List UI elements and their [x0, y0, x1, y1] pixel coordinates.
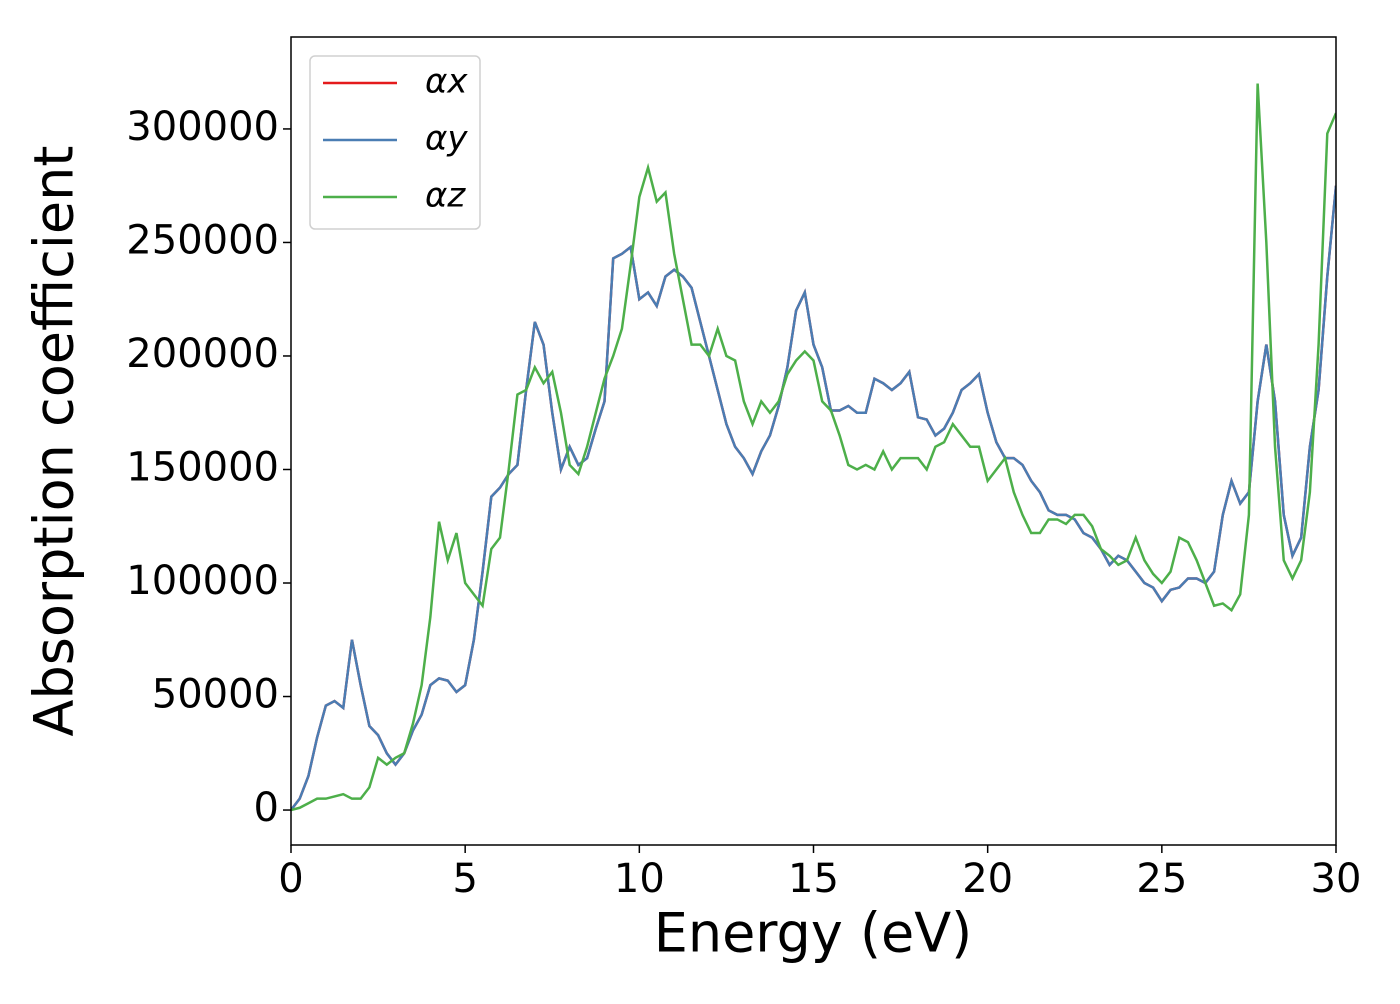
y-tick-label: 100000 — [126, 558, 279, 604]
legend-label: αx — [425, 62, 468, 102]
plot-frame — [290, 36, 1337, 846]
y-axis-label: Absorption coefficient — [23, 146, 86, 737]
x-tick-label: 10 — [614, 856, 665, 902]
x-tick-label: 15 — [788, 856, 839, 902]
legend-box — [309, 55, 481, 230]
data-line — [291, 83, 1336, 812]
legend-label: αy — [425, 119, 468, 159]
x-tick-label: 5 — [452, 856, 477, 902]
x-axis-label: Energy (eV) — [654, 902, 973, 965]
x-tick-label: 25 — [1136, 856, 1187, 902]
y-tick-label: 50000 — [152, 672, 279, 718]
y-tick-label: 150000 — [126, 444, 279, 490]
y-tick-label: 250000 — [126, 217, 279, 263]
x-tick-label: 30 — [1311, 856, 1362, 902]
legend-label: αz — [425, 176, 466, 216]
x-tick-label: 20 — [962, 856, 1013, 902]
y-tick-label: 200000 — [126, 331, 279, 377]
data-line — [291, 185, 1336, 811]
x-tick-label: 0 — [278, 856, 303, 902]
y-tick-label: 0 — [254, 785, 279, 831]
y-tick-label: 300000 — [126, 104, 279, 150]
